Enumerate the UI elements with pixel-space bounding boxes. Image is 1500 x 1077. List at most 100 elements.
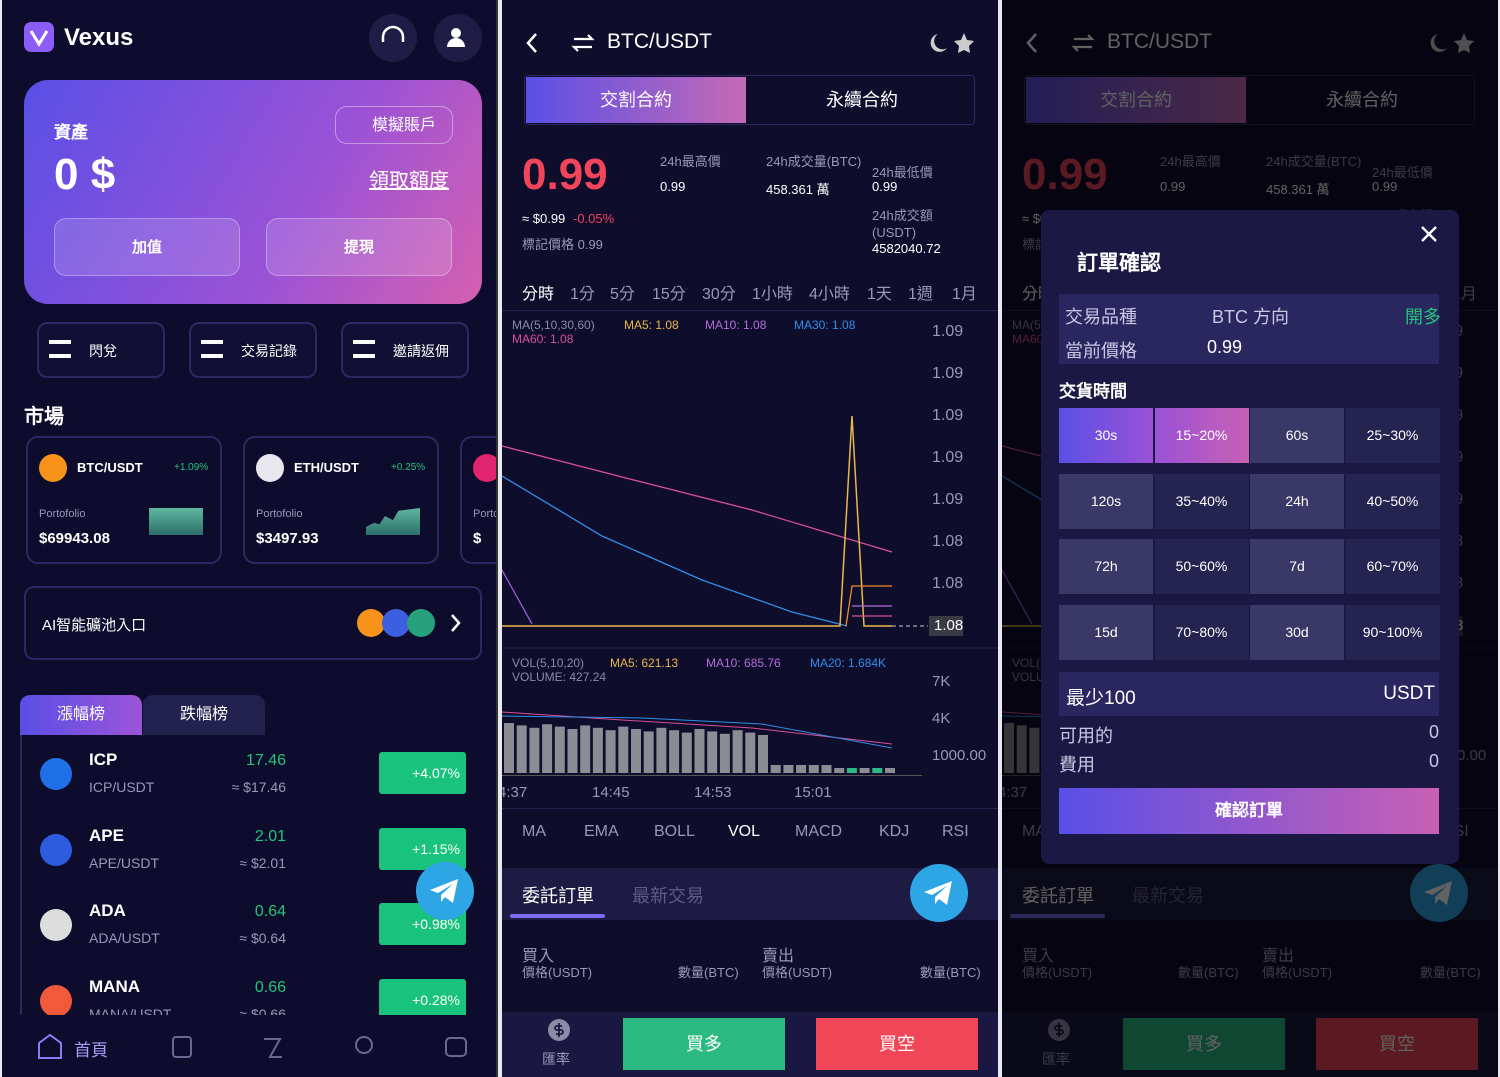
opt-rate[interactable]: 50~60% <box>1154 539 1249 594</box>
tab1[interactable]: 漲幅榜 <box>20 695 142 735</box>
indicator[interactable]: EMA <box>584 823 619 840</box>
pair: ICP/USDT <box>89 779 155 795</box>
circle <box>369 14 417 62</box>
change-btn[interactable]: +4.07% <box>379 752 466 794</box>
circle <box>355 1036 373 1054</box>
price-tick: 1.09 <box>932 365 964 382</box>
volume-bar <box>859 768 870 773</box>
buy-long[interactable]: 買多 <box>623 1018 785 1070</box>
asset-label: 資產 <box>54 123 88 142</box>
quick-btn[interactable] <box>189 322 317 378</box>
path <box>930 34 947 52</box>
book: 買入 <box>522 948 555 965</box>
opt-rate[interactable]: 90~100% <box>1345 604 1440 660</box>
quick-btn[interactable] <box>37 322 165 378</box>
card-pair: ETH/USDT <box>294 460 359 475</box>
market-card[interactable] <box>243 436 439 564</box>
volume-bar <box>504 723 514 773</box>
change-btn[interactable]: +0.28% <box>379 978 466 1021</box>
interval[interactable]: 30分 <box>702 286 736 303</box>
demo-btn[interactable]: 模擬賬戶 <box>335 106 453 144</box>
path <box>447 38 465 47</box>
interval[interactable]: 5分 <box>610 286 635 303</box>
vol-legend: MA20: 1.684K <box>810 656 887 670</box>
opt-rate[interactable]: 15~20% <box>1154 408 1249 463</box>
indicator[interactable]: MACD <box>795 823 843 840</box>
delivery: 交貨時間 <box>1059 382 1127 401</box>
path <box>845 585 892 627</box>
indicator[interactable]: VOL <box>728 823 761 840</box>
indicator[interactable]: RSI <box>942 823 969 840</box>
price-chart <box>502 415 998 649</box>
fee: 0 <box>1428 751 1439 771</box>
confirm[interactable]: 確認訂單 <box>1059 788 1439 834</box>
change-btn[interactable]: +1.15% <box>379 827 466 870</box>
interval[interactable]: 1分 <box>570 286 595 303</box>
deposit-btn[interactable]: 加值 <box>54 218 240 276</box>
opt-time[interactable]: 120s <box>1059 473 1153 529</box>
opt-rate[interactable]: 25~30% <box>1345 408 1440 463</box>
opt-rate[interactable]: 60~70% <box>1345 539 1440 594</box>
ma-legend: MA60: 1.08 <box>512 332 574 346</box>
circle <box>910 864 968 922</box>
path <box>526 33 537 53</box>
interval[interactable]: 分時 <box>522 286 555 303</box>
tab-active[interactable]: 交割合約 <box>526 77 746 123</box>
modal-screen: BTC/USDT 交割合約 永續合約 0.99 ≈ $0.99 -0.05% 標… <box>1002 0 1498 1077</box>
min: 最少100 <box>1066 688 1136 709</box>
asset-card <box>24 80 482 304</box>
volume-bar <box>516 725 527 773</box>
opt-rate[interactable]: 40~50% <box>1345 473 1440 529</box>
volume-bar <box>631 729 641 773</box>
opt-time[interactable]: 30d <box>1250 604 1344 660</box>
path <box>502 445 893 553</box>
close[interactable] <box>1421 226 1437 242</box>
volume-bar <box>821 765 832 773</box>
tab2[interactable]: 跌幅榜 <box>143 695 265 735</box>
telegram[interactable] <box>910 864 968 922</box>
interval[interactable]: 1週 <box>908 286 933 303</box>
path <box>502 569 533 625</box>
opt-time[interactable]: 72h <box>1059 539 1153 594</box>
market-card[interactable] <box>26 436 222 564</box>
opt-time[interactable]: 24h <box>1250 473 1344 529</box>
indicator[interactable]: MA <box>522 823 546 840</box>
tab[interactable]: 永續合約 <box>826 90 898 110</box>
opt-rate[interactable]: 70~80% <box>1154 604 1249 660</box>
indicator[interactable]: BOLL <box>654 823 695 840</box>
volume-bar <box>529 727 540 773</box>
telegram[interactable] <box>416 862 474 920</box>
card-change: +1.09% <box>174 462 209 473</box>
approx: ≈ $0.64 <box>239 930 286 946</box>
market-card[interactable] <box>460 436 496 564</box>
opt-time[interactable]: 7d <box>1250 539 1344 594</box>
stat: 0.99 <box>872 179 898 194</box>
token-icon <box>40 758 72 790</box>
opt-time[interactable]: 60s <box>1250 408 1344 463</box>
vol-legend: MA5: 621.13 <box>610 656 679 670</box>
icon-user[interactable] <box>434 14 482 62</box>
indicator[interactable]: KDJ <box>879 823 910 840</box>
withdraw-btn[interactable]: 提現 <box>266 218 452 276</box>
interval[interactable]: 15分 <box>652 286 686 303</box>
path <box>954 33 974 53</box>
buy-short[interactable]: 買空 <box>816 1018 978 1070</box>
rate-icon <box>548 1019 570 1041</box>
order-tab[interactable]: 委託訂單 <box>522 886 594 906</box>
order-tab[interactable]: 最新交易 <box>632 886 704 906</box>
opt-time[interactable]: 30s <box>1059 408 1153 463</box>
opt-time[interactable]: 15d <box>1059 604 1153 660</box>
volume-bar <box>745 732 756 773</box>
opt-rate[interactable]: 35~40% <box>1154 473 1249 529</box>
ai-pool[interactable] <box>24 586 482 660</box>
interval[interactable]: 1月 <box>952 286 977 303</box>
quick-btn[interactable] <box>341 322 469 378</box>
stat: 0.99 <box>660 179 686 194</box>
interval[interactable]: 1小時 <box>752 286 793 303</box>
interval[interactable]: 1天 <box>867 286 892 303</box>
icon-support[interactable] <box>369 14 417 62</box>
rate[interactable]: 匯率 <box>542 1051 570 1067</box>
claim[interactable]: 領取額度 <box>369 170 449 192</box>
interval[interactable]: 4小時 <box>809 286 850 303</box>
nav-home[interactable]: 首頁 <box>74 1041 108 1060</box>
